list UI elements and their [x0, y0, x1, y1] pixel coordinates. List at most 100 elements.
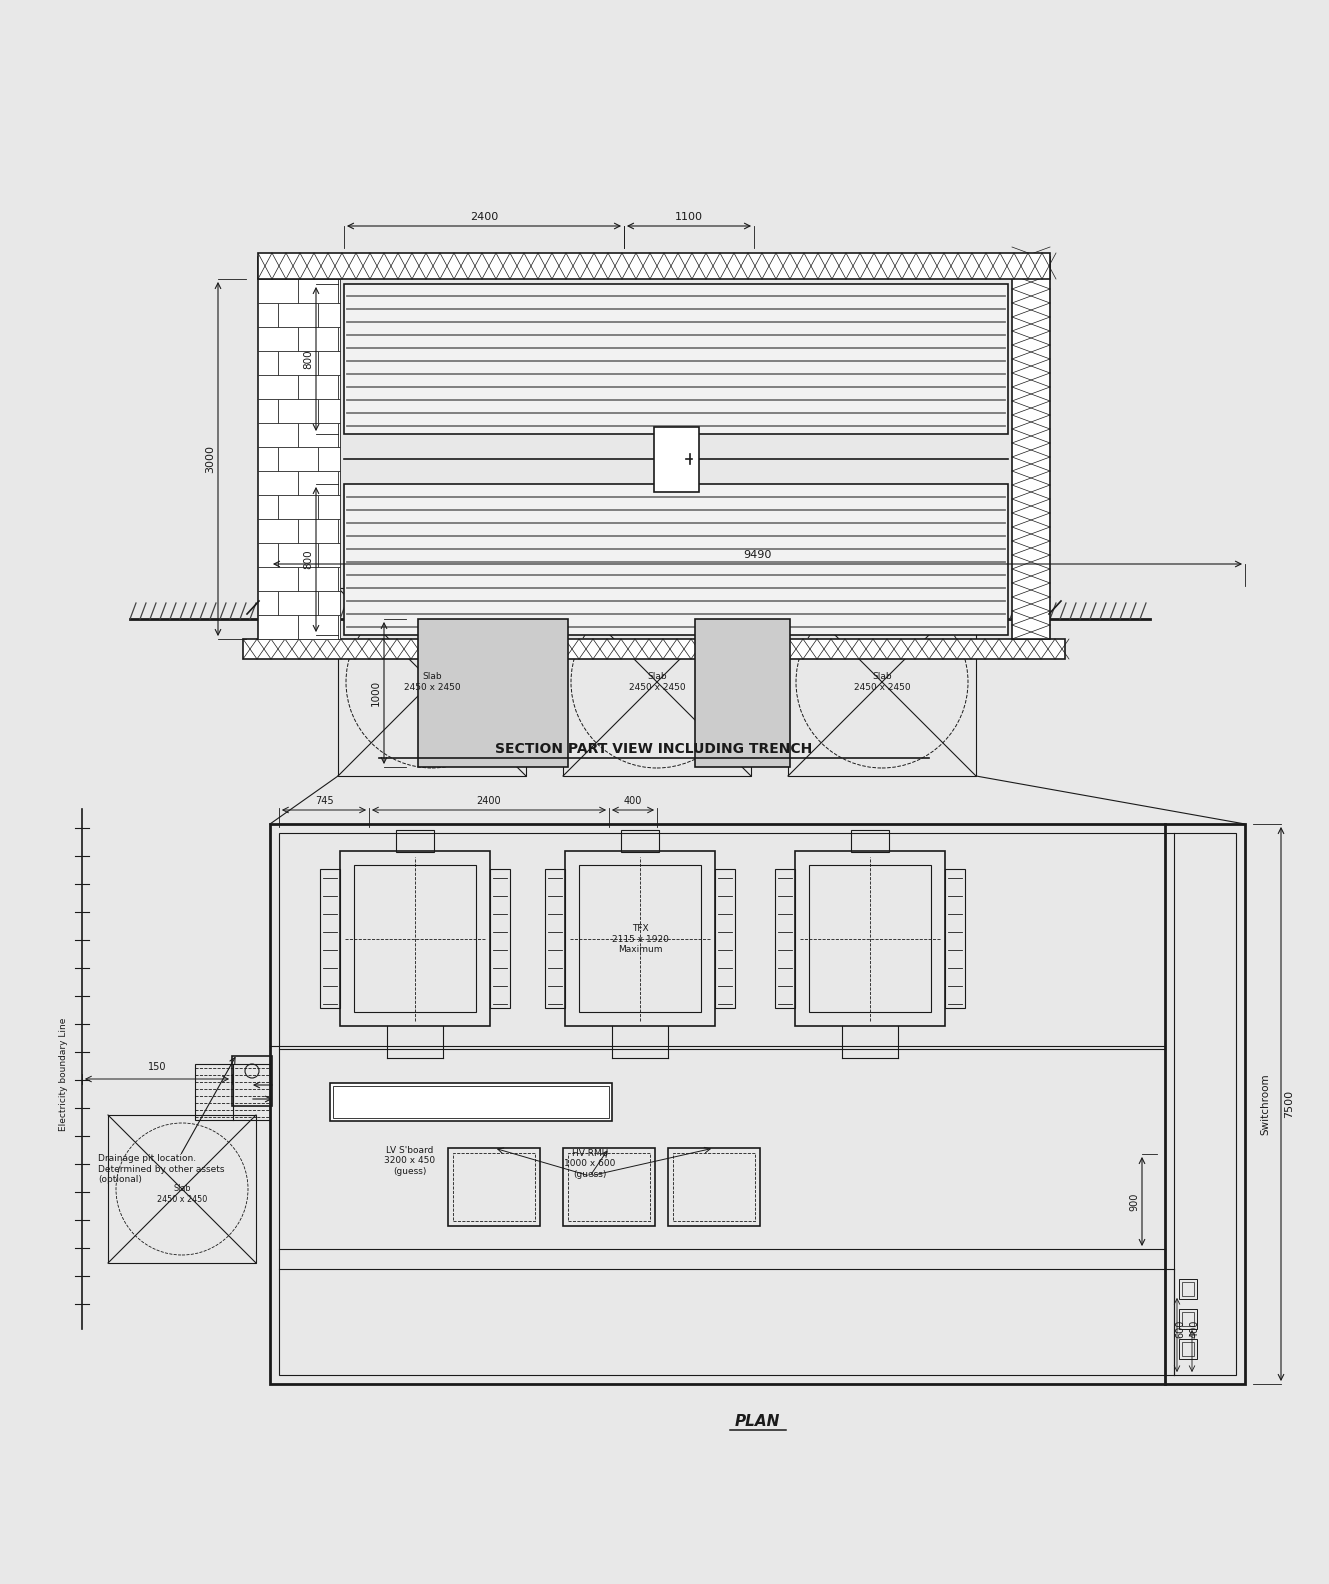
Bar — [233, 1057, 272, 1106]
Text: Slab
2450 x 2450: Slab 2450 x 2450 — [853, 672, 910, 692]
Bar — [1181, 1312, 1193, 1326]
Text: 9490: 9490 — [743, 550, 772, 561]
Bar — [396, 830, 435, 852]
Bar — [278, 543, 318, 567]
Bar — [1179, 1308, 1197, 1329]
Bar — [338, 615, 340, 638]
Bar — [338, 375, 340, 399]
Bar — [298, 375, 338, 399]
Bar — [340, 851, 490, 1026]
Bar — [278, 352, 318, 375]
Bar — [1179, 1338, 1197, 1359]
Text: PLAN: PLAN — [735, 1415, 780, 1429]
Bar — [453, 1153, 536, 1221]
Bar — [565, 851, 715, 1026]
Bar — [672, 1153, 755, 1221]
Bar — [788, 588, 975, 776]
Text: 900: 900 — [1130, 1193, 1139, 1210]
Bar — [195, 1064, 270, 1120]
Bar — [579, 865, 700, 1012]
Bar — [809, 865, 932, 1012]
Bar — [278, 303, 318, 326]
Bar — [298, 470, 338, 494]
Text: Slab
2450 x 2450: Slab 2450 x 2450 — [157, 1185, 207, 1204]
Bar — [298, 279, 338, 303]
Bar — [258, 326, 298, 352]
Bar — [243, 638, 1065, 659]
Bar — [945, 870, 965, 1007]
Bar — [334, 1087, 609, 1118]
Bar — [258, 423, 298, 447]
Bar — [278, 591, 318, 615]
Text: 745: 745 — [315, 797, 334, 806]
Bar — [448, 1148, 540, 1226]
Bar — [338, 520, 340, 543]
Bar — [338, 279, 340, 303]
Bar — [344, 485, 1007, 635]
Bar — [338, 588, 526, 776]
Bar — [344, 284, 1007, 434]
Bar — [318, 543, 340, 567]
Text: 150: 150 — [148, 1061, 166, 1072]
Bar — [298, 567, 338, 591]
Bar — [563, 588, 751, 776]
Bar — [258, 494, 278, 520]
Bar — [278, 447, 318, 470]
Bar — [621, 830, 659, 852]
Text: 400: 400 — [623, 797, 642, 806]
Bar — [108, 1115, 256, 1262]
Bar — [258, 257, 340, 638]
Bar — [695, 619, 789, 767]
Bar — [1181, 1281, 1193, 1296]
Text: 800: 800 — [303, 348, 314, 369]
Text: 800: 800 — [303, 550, 314, 569]
Bar — [279, 833, 1236, 1375]
Bar — [258, 447, 278, 470]
Bar — [775, 870, 795, 1007]
Bar — [318, 303, 340, 326]
Bar — [298, 520, 338, 543]
Bar — [258, 543, 278, 567]
Text: LV S'board
3200 x 450
(guess): LV S'board 3200 x 450 (guess) — [384, 1145, 436, 1175]
Bar — [490, 870, 510, 1007]
Bar — [258, 279, 298, 303]
Bar — [1011, 257, 1050, 638]
Bar — [338, 567, 340, 591]
Bar — [338, 326, 340, 352]
Bar — [567, 1153, 650, 1221]
Text: 1100: 1100 — [675, 212, 703, 222]
Text: Slab
2450 x 2450: Slab 2450 x 2450 — [629, 672, 686, 692]
Bar — [419, 619, 567, 767]
Bar — [545, 870, 565, 1007]
Bar — [318, 352, 340, 375]
Bar — [338, 470, 340, 494]
Text: 7500: 7500 — [1284, 1090, 1294, 1118]
Bar — [258, 591, 278, 615]
Bar — [258, 375, 298, 399]
Bar — [258, 520, 298, 543]
Bar — [258, 352, 278, 375]
Text: TFX
2115 x 1920
Maximum: TFX 2115 x 1920 Maximum — [611, 923, 668, 954]
Bar — [258, 253, 1050, 279]
Text: SECTION PART VIEW INCLUDING TRENCH: SECTION PART VIEW INCLUDING TRENCH — [496, 741, 812, 756]
Bar — [258, 303, 278, 326]
Bar — [258, 615, 298, 638]
Bar — [795, 851, 945, 1026]
Bar — [278, 494, 318, 520]
Text: Drainage pit location.
Determined by other assets
(optional): Drainage pit location. Determined by oth… — [98, 1155, 225, 1183]
Bar — [1181, 1342, 1193, 1356]
Bar — [298, 326, 338, 352]
Bar — [668, 1148, 760, 1226]
Bar — [318, 591, 340, 615]
Bar — [258, 567, 298, 591]
Bar — [270, 824, 1245, 1384]
Text: 400: 400 — [1189, 1319, 1200, 1338]
Text: Switchroom: Switchroom — [1260, 1074, 1271, 1134]
Bar — [318, 447, 340, 470]
Bar — [715, 870, 735, 1007]
Text: 2400: 2400 — [470, 212, 498, 222]
Bar — [278, 399, 318, 423]
Text: 2400: 2400 — [477, 797, 501, 806]
Bar — [258, 470, 298, 494]
Bar — [563, 1148, 655, 1226]
